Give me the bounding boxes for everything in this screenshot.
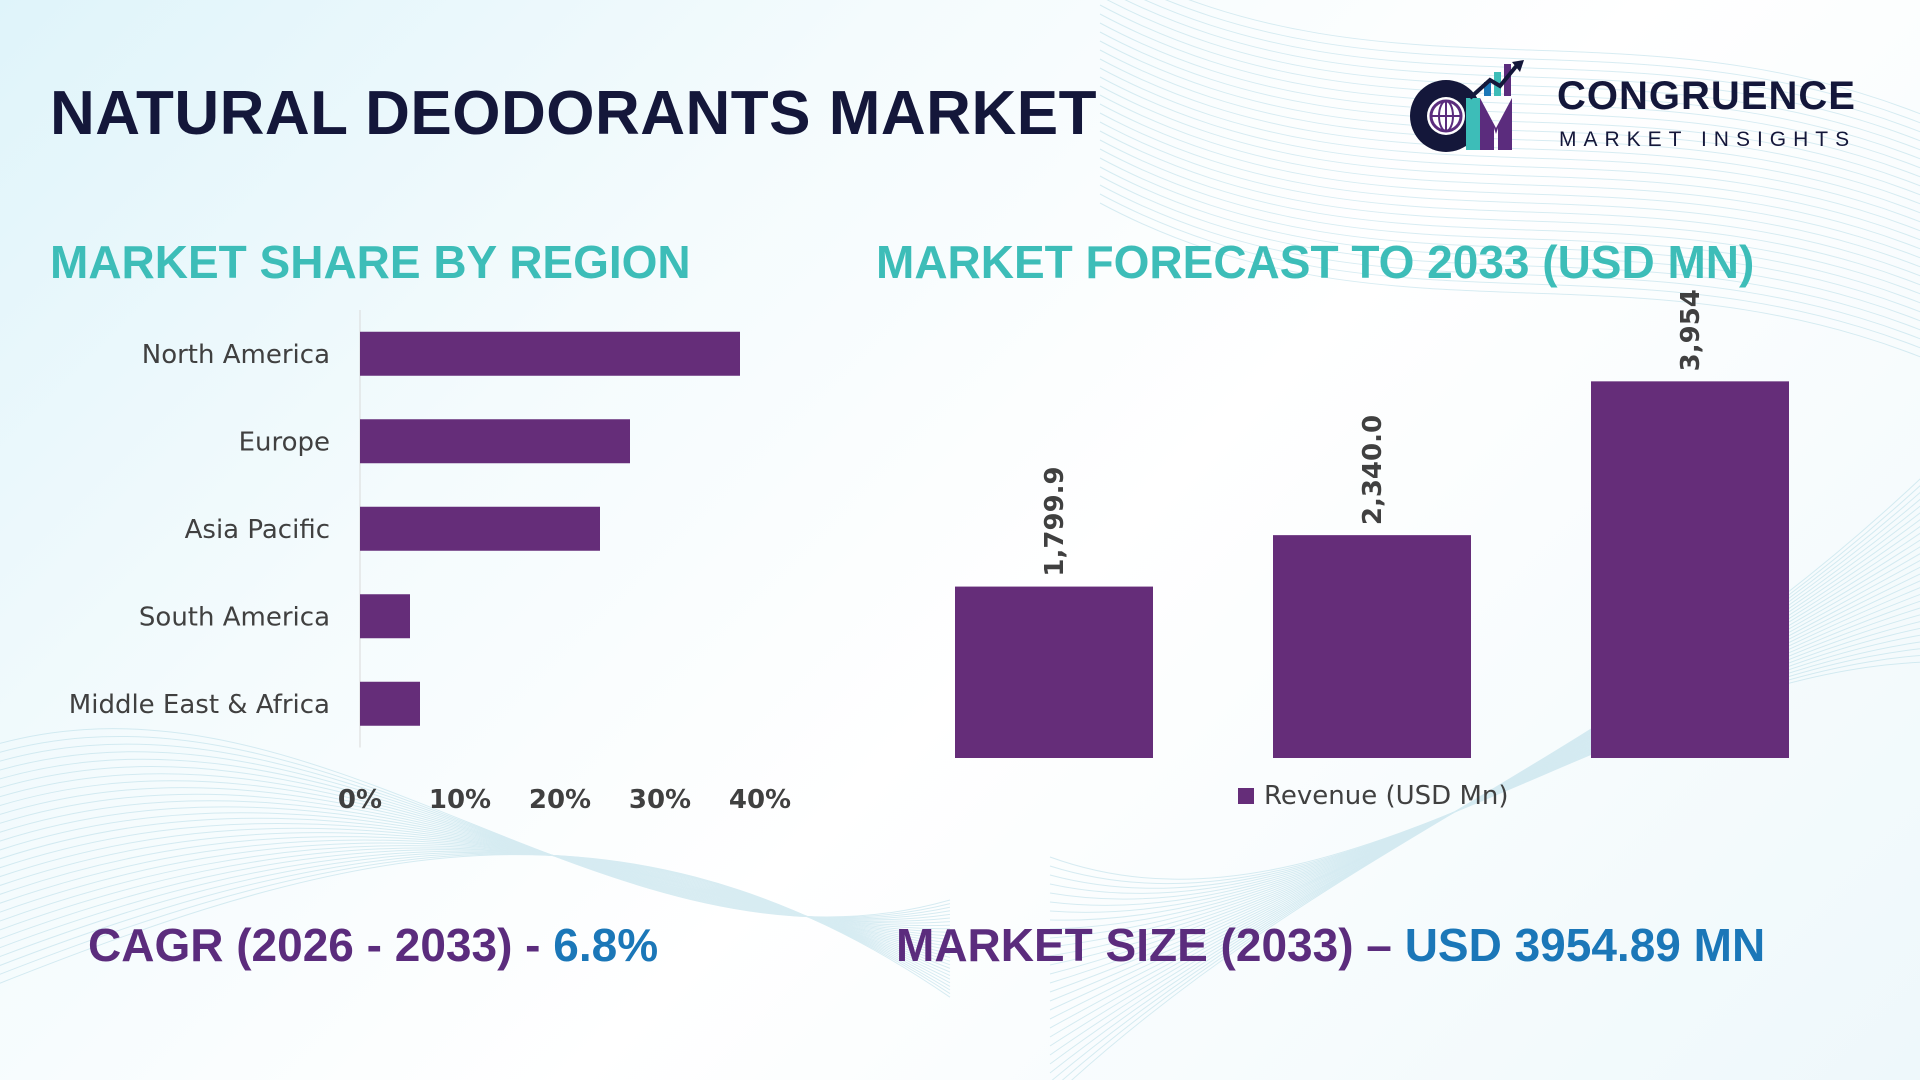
x-tick-label: 30% bbox=[629, 785, 691, 815]
category-label: Asia Pacific bbox=[185, 515, 330, 545]
wave-line bbox=[1049, 661, 1920, 880]
category-label: Middle East & Africa bbox=[69, 690, 330, 720]
wave-line bbox=[1099, 202, 1920, 358]
wave-line bbox=[1124, 0, 1920, 142]
wave-line bbox=[0, 854, 951, 998]
bar bbox=[360, 331, 740, 376]
wave-line bbox=[1099, 49, 1920, 205]
data-label: 3,954.9 bbox=[1676, 290, 1706, 371]
wave-line bbox=[1188, 0, 1920, 115]
bar bbox=[955, 586, 1153, 758]
wave-line bbox=[1099, 157, 1920, 313]
cagr-label: CAGR (2026 - 2033) - bbox=[88, 919, 554, 971]
wave-line bbox=[1099, 76, 1920, 232]
cagr-value: 6.8% bbox=[553, 919, 659, 971]
forecast-chart-title: MARKET FORECAST TO 2033 (USD MN) bbox=[876, 236, 1755, 288]
bar bbox=[1591, 381, 1789, 758]
bar bbox=[360, 419, 630, 464]
wave-line bbox=[1099, 85, 1920, 241]
wave-line bbox=[1106, 0, 1920, 151]
x-tick-label: 10% bbox=[429, 785, 491, 815]
wave-line bbox=[1099, 184, 1920, 340]
bar bbox=[360, 506, 600, 551]
wave-line bbox=[1099, 94, 1920, 250]
region-chart-title: MARKET SHARE BY REGION bbox=[50, 236, 691, 288]
bar bbox=[360, 681, 420, 726]
wave-line bbox=[1099, 193, 1920, 349]
wave-line bbox=[1099, 103, 1920, 259]
x-tick-label: 40% bbox=[729, 785, 791, 815]
legend-swatch bbox=[1238, 788, 1254, 804]
logo: CONGRUENCE MARKET INSIGHTS bbox=[1400, 58, 1870, 158]
market-size-value: USD 3954.89 MN bbox=[1404, 919, 1766, 971]
market-size-stat: MARKET SIZE (2033) – USD 3954.89 MN bbox=[896, 918, 1765, 972]
region-share-chart: North America Europe Asia Pacific South Ame… bbox=[69, 310, 791, 815]
wave-line bbox=[1144, 0, 1920, 133]
wave-line bbox=[1165, 0, 1920, 124]
logo-name: CONGRUENCE bbox=[1557, 74, 1856, 118]
data-label: 2,340.0 bbox=[1358, 415, 1388, 525]
legend-label: Revenue (USD Mn) bbox=[1264, 781, 1509, 811]
logo-subtitle: MARKET INSIGHTS bbox=[1559, 128, 1857, 151]
wave-line bbox=[1099, 148, 1920, 304]
cagr-stat: CAGR (2026 - 2033) - 6.8% bbox=[88, 918, 658, 972]
category-label: Europe bbox=[239, 427, 330, 457]
wave-line bbox=[1099, 67, 1920, 223]
wave-line bbox=[1099, 4, 1920, 160]
wave-line bbox=[1099, 166, 1920, 322]
x-tick-label: 20% bbox=[529, 785, 591, 815]
wave-line bbox=[1099, 58, 1920, 214]
logo-mark-icon bbox=[1410, 60, 1524, 152]
page-title: NATURAL DEODORANTS MARKET bbox=[50, 79, 1097, 148]
category-label: South America bbox=[139, 602, 330, 632]
data-label: 1,799.9 bbox=[1040, 466, 1070, 576]
wave-line bbox=[1099, 31, 1920, 187]
category-label: North America bbox=[142, 340, 330, 370]
market-size-label: MARKET SIZE (2033) – bbox=[896, 919, 1405, 971]
wave-line bbox=[1099, 139, 1920, 295]
wave-line bbox=[1099, 175, 1920, 331]
bar bbox=[360, 594, 410, 639]
bar bbox=[1273, 535, 1471, 758]
wave-line bbox=[1099, 40, 1920, 196]
wave-line bbox=[1099, 22, 1920, 178]
wave-line bbox=[1099, 121, 1920, 277]
wave-line bbox=[1099, 112, 1920, 268]
x-tick-label: 0% bbox=[338, 785, 382, 815]
wave-line bbox=[1099, 13, 1920, 169]
forecast-chart: 1,799.9 2,340.0 3,954.9 Revenue (USD Mn) bbox=[955, 290, 1789, 811]
wave-line bbox=[1099, 130, 1920, 286]
